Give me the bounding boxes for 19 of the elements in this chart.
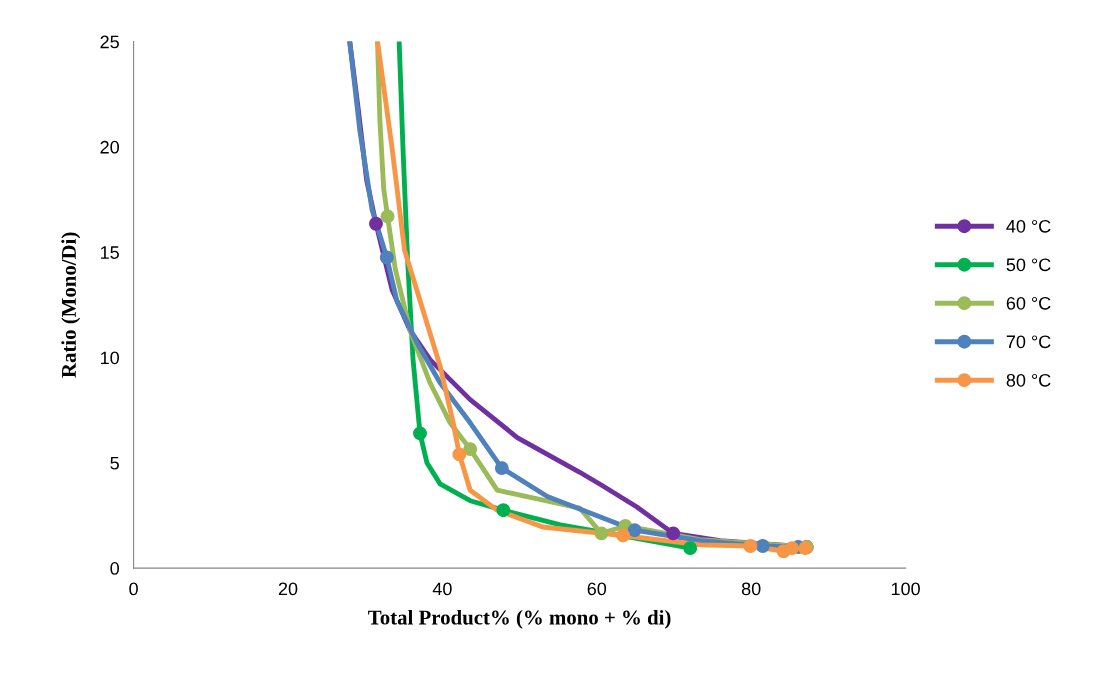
x-tick-label: 0	[129, 582, 138, 596]
x-tick-label: 80	[741, 582, 761, 596]
legend-label: 70 °C	[1006, 335, 1051, 349]
y-tick-label: 20	[100, 140, 119, 154]
x-tick-label: 40	[432, 582, 452, 596]
y-tick-label: 25	[100, 35, 119, 49]
x-tick-label: 100	[891, 582, 920, 596]
x-tick-label: 60	[587, 582, 607, 596]
x-axis-title: Total Product% (% mono + % di)	[368, 609, 671, 629]
legend-label: 80 °C	[1006, 373, 1051, 387]
y-tick-label: 10	[101, 351, 119, 365]
legend-label: 50 °C	[1006, 258, 1051, 272]
legend-label: 60 °C	[1006, 296, 1051, 310]
y-tick-label: 15	[101, 246, 119, 259]
legend-label: 40 °C	[1006, 219, 1051, 233]
y-tick-label: 5	[110, 456, 119, 470]
x-tick-label: 20	[278, 582, 298, 596]
y-axis-title: Ratio (Mono/Di)	[61, 232, 81, 378]
y-tick-label: 0	[110, 562, 119, 575]
